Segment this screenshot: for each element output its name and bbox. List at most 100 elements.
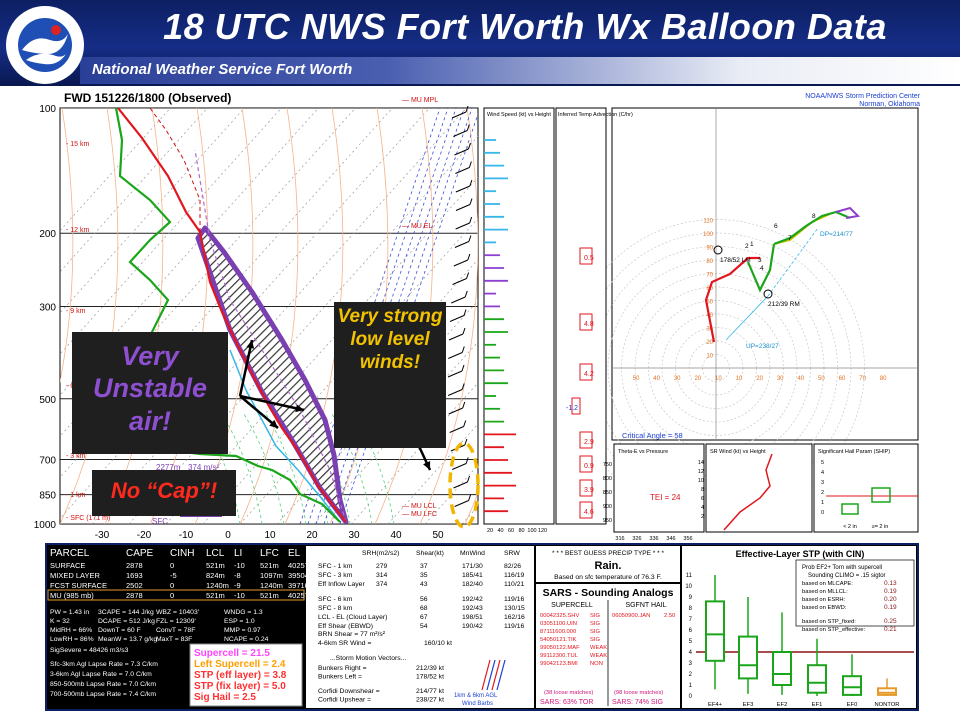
temperature-tick-label: 50: [432, 530, 444, 541]
advection-bar: [579, 501, 593, 519]
kin-header: Shear(kt): [416, 550, 444, 557]
parcel-header: EL: [288, 548, 301, 559]
parcel-cell: -10: [234, 591, 245, 600]
stp-item-label: based on STP_effective:: [802, 627, 865, 633]
ship-tick: 1: [821, 500, 824, 506]
temperature-tick-label: 0: [225, 530, 231, 541]
pressure-tick-label: 700: [39, 456, 56, 467]
stp-category-label: NONTOR: [874, 702, 899, 708]
advection-panel: [555, 107, 607, 525]
sample-barb: [491, 659, 501, 691]
sr-wind-title: SR Wind (kt) vs Height: [710, 449, 766, 455]
hodo-height-label: 4: [760, 265, 764, 272]
temperature-tick-label: -30: [95, 530, 110, 541]
thermo-cell: ConvT = 78F: [156, 627, 195, 634]
theta-panel: [613, 443, 705, 533]
wind-barb: [453, 481, 468, 489]
kin-header: MnWind: [460, 550, 485, 557]
sars-supercell-class: SIG: [590, 637, 600, 643]
sample-barb: [486, 659, 496, 691]
parcel-cell: 2878: [126, 561, 143, 570]
wind-barb: [467, 253, 471, 261]
sars-title: SARS - Sounding Analogs: [543, 587, 674, 599]
height-label: - 9 km: [66, 308, 86, 315]
kin-value: 192/43: [462, 605, 483, 612]
wetbulb-label: 374 m/s²: [188, 463, 219, 472]
theta-pressure: 850: [603, 490, 612, 496]
parcel-label: — MU LFC: [402, 511, 437, 518]
pressure-tick-label: 500: [39, 395, 56, 406]
stp-category-label: EF0: [847, 702, 858, 708]
pressure-tick-label: 200: [39, 229, 56, 240]
sars-supercell-class: NON: [590, 661, 603, 667]
hodo-ring-label: 90: [706, 246, 713, 252]
precip-box: [536, 546, 680, 582]
ship-x-label: < 2 in: [843, 524, 857, 530]
wind-barb: [461, 346, 465, 353]
precip-type: Rain.: [595, 560, 622, 572]
hodo-ring-label: 10: [706, 354, 713, 360]
stp-box-plot: [842, 675, 862, 696]
up-label: UP=238/27: [746, 343, 779, 350]
stp-item-value: 0.20: [884, 596, 897, 603]
isotherm-line: [60, 108, 356, 437]
storm-label: Bunkers Left =: [318, 674, 362, 681]
kin-header: SRH(m2/s2): [362, 550, 399, 557]
wind-barb: [465, 105, 469, 113]
parcel-cell: 0: [170, 561, 174, 570]
wind-barb: [465, 457, 469, 464]
kin-value: 192/42: [462, 596, 483, 603]
thermo-cell: MaxT = 83F: [156, 636, 192, 643]
stp-y-tick: 4: [689, 650, 693, 656]
stp-item-label: based on STP_fixed:: [802, 619, 856, 625]
hodo-height-label: 8: [812, 213, 816, 220]
dry-adiabat-line: [239, 108, 299, 524]
barbs-label: Wind Barbs: [462, 701, 493, 707]
winds-text: Very strong low level winds!: [337, 306, 443, 373]
parcel-cell: 824m: [206, 571, 225, 580]
sfc-label: SFC: [152, 517, 168, 526]
banner-title: 18 UTC NWS Fort Worth Wx Balloon Data: [163, 6, 887, 47]
parcel-cell: 40257': [288, 591, 311, 600]
parcel-cell: 1097m: [260, 571, 283, 580]
virtual-temp-line: [149, 108, 201, 232]
stp-category-label: EF3: [743, 702, 754, 708]
wind-barb: [455, 167, 470, 174]
hodograph-frame: [611, 107, 919, 441]
theta-axis-label: 316: [615, 536, 624, 542]
sample-barb: [496, 659, 506, 691]
thermo-cell: MidRH = 66%: [50, 627, 92, 634]
kin-value: 68: [420, 605, 428, 612]
stp-y-tick: 3: [689, 661, 693, 667]
unstable-text: Very Unstable air!: [92, 341, 208, 436]
parcel-cell: -8: [234, 571, 241, 580]
parcel-cell: 40257': [288, 561, 311, 570]
wind-barb: [454, 148, 469, 156]
moist-adiabat-line: [243, 413, 285, 524]
temperature-tick-label: -10: [179, 530, 194, 541]
advection-bar: [579, 363, 593, 381]
parcel-cell: 0: [170, 591, 174, 600]
parcel-cell: 1240m: [260, 581, 283, 590]
stp-box-plot: [807, 664, 827, 694]
pressure-tick-label: 300: [39, 302, 56, 313]
hodo-x-label: 30: [777, 376, 784, 382]
wind-barb: [455, 222, 470, 230]
sr-tick: 10: [698, 478, 704, 484]
hodo-x-label: 40: [653, 376, 660, 382]
wind-barb: [466, 272, 470, 279]
theta-axis-label: 346: [666, 536, 675, 542]
storm-label: Corfidi Downshear =: [318, 688, 380, 695]
advection-value: 3.9: [584, 487, 594, 494]
sr-wind-line: [723, 453, 773, 531]
stp-box-plot: [877, 687, 897, 696]
wind-barb: [448, 333, 464, 341]
kin-label: SFC - 8 km: [318, 605, 353, 612]
advection-bar: [579, 247, 593, 265]
stp-y-tick: 2: [689, 672, 693, 678]
dry-adiabat-line: [419, 108, 478, 524]
wind-barb: [463, 309, 467, 316]
stp-item-label: based on ESRH:: [802, 597, 846, 603]
kin-value: 119/16: [504, 623, 525, 630]
stp-item-label: based on EBWD:: [802, 605, 847, 611]
